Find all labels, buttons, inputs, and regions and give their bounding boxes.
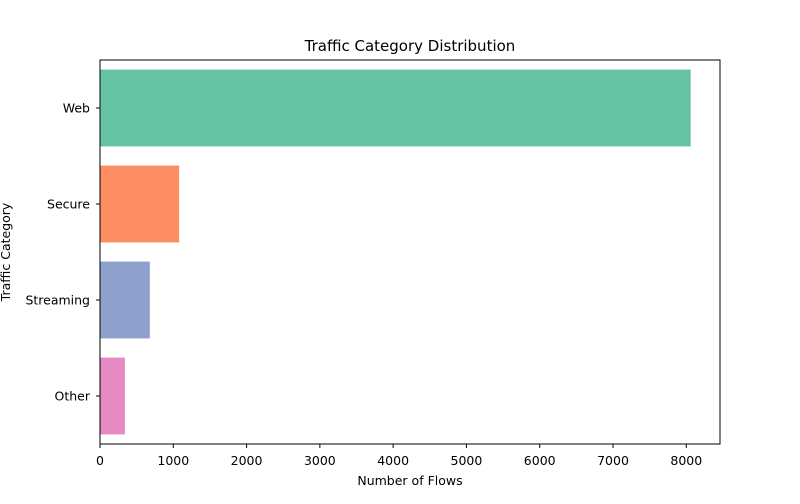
y-tick-label-web: Web [63, 101, 90, 116]
bar-secure [100, 165, 180, 243]
y-axis-label: Traffic Category [0, 202, 13, 302]
x-axis-label: Number of Flows [357, 473, 462, 488]
x-tick-label-2000: 2000 [231, 453, 263, 468]
x-tick-label-0: 0 [96, 453, 104, 468]
y-axis-ticks: Web Secure Streaming Other [25, 101, 100, 404]
bar-streaming [100, 261, 150, 339]
x-tick-label-3000: 3000 [304, 453, 336, 468]
x-tick-label-7000: 7000 [597, 453, 629, 468]
plot-frame [99, 59, 721, 445]
x-tick-label-1000: 1000 [157, 453, 189, 468]
y-tick-label-secure: Secure [47, 197, 90, 212]
x-tick-label-4000: 4000 [377, 453, 409, 468]
x-axis-ticks: 0 1000 2000 3000 4000 5000 6000 7000 8000 [96, 444, 702, 468]
bars-layer [100, 69, 691, 435]
y-tick-label-other: Other [55, 389, 91, 404]
x-tick-label-5000: 5000 [451, 453, 483, 468]
bar-web [100, 69, 691, 147]
chart-title: Traffic Category Distribution [304, 37, 516, 55]
bar-other [100, 357, 125, 435]
y-tick-label-streaming: Streaming [25, 293, 90, 308]
x-tick-label-8000: 8000 [670, 453, 702, 468]
x-tick-label-6000: 6000 [524, 453, 556, 468]
